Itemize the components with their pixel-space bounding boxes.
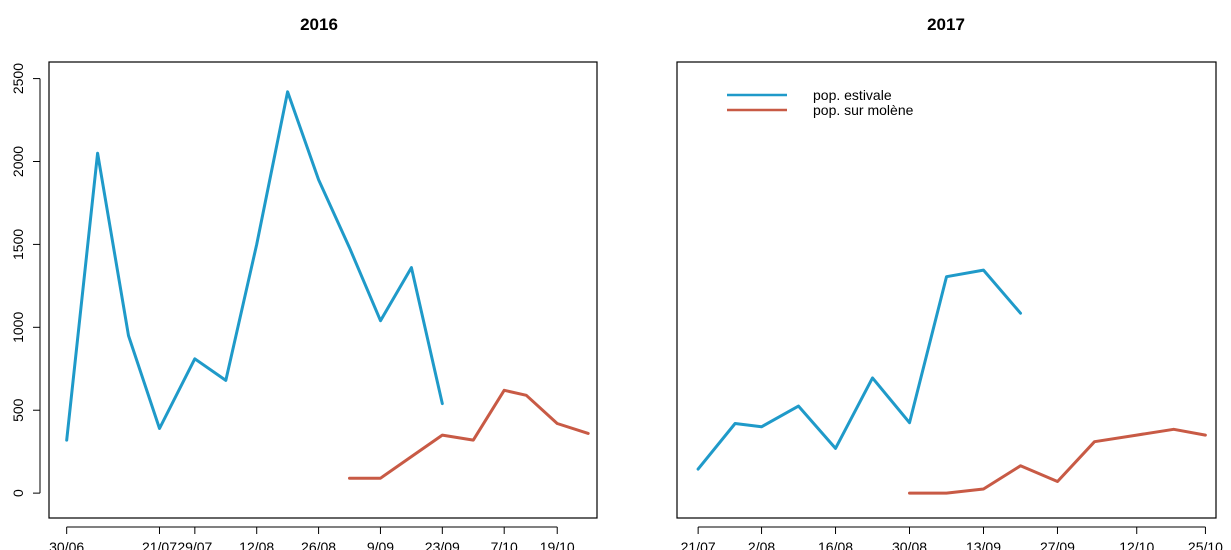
series-line-estivale <box>696 268 1022 471</box>
x-tick-label: 9/09 <box>367 539 394 550</box>
x-tick-label: 21/07 <box>681 539 716 550</box>
y-tick-label: 0 <box>10 489 26 497</box>
series-group-2016 <box>65 90 590 480</box>
x-tick-label: 27/09 <box>1040 539 1075 550</box>
series-line-estivale <box>65 90 444 442</box>
plot-frame-2016 <box>48 61 598 519</box>
panel-2016: 2016 0 500 1000 1500 2000 2500 30/06 21/07 29/0… <box>10 15 598 550</box>
x-tick-label: 21/07 <box>142 539 177 550</box>
x-tick-label: 23/09 <box>425 539 460 550</box>
x-tick-label: 19/10 <box>540 539 575 550</box>
y-axis-2016: 0 500 1000 1500 2000 2500 <box>10 63 41 497</box>
x-tick-label: 12/08 <box>239 539 274 550</box>
legend-label-molene: pop. sur molène <box>813 102 914 118</box>
legend-2017: pop. estivale pop. sur molène <box>727 87 914 118</box>
x-tick-label: 30/06 <box>49 539 84 550</box>
series-line-molene <box>908 427 1207 495</box>
x-tick-label: 13/09 <box>966 539 1001 550</box>
x-tick-label: 30/08 <box>892 539 927 550</box>
plot-frame-2017 <box>676 61 1217 519</box>
x-axis-2017: 21/07 2/08 16/08 30/08 13/09 27/09 12/10 25/10 <box>681 526 1223 550</box>
x-tick-label: 7/10 <box>491 539 518 550</box>
x-tick-label: 25/10 <box>1188 539 1223 550</box>
chart-title-2016: 2016 <box>300 15 338 34</box>
chart-title-2017: 2017 <box>927 15 965 34</box>
x-tick-label: 12/10 <box>1119 539 1154 550</box>
x-axis-2016: 30/06 21/07 29/07 12/08 26/08 9/09 23/09 7/10 19… <box>49 526 575 550</box>
y-tick-label: 1500 <box>10 229 26 260</box>
panel-2017: 2017 21/07 2/08 16/08 30/08 13/09 27/09 12/10 2… <box>676 15 1223 550</box>
x-tick-label: 16/08 <box>818 539 853 550</box>
y-tick-label: 2000 <box>10 146 26 177</box>
x-tick-label: 29/07 <box>177 539 212 550</box>
y-tick-label: 500 <box>10 398 26 422</box>
series-group-2017 <box>696 268 1207 495</box>
y-tick-label: 2500 <box>10 63 26 94</box>
x-tick-label: 2/08 <box>748 539 775 550</box>
x-tick-label: 26/08 <box>301 539 336 550</box>
series-line-molene <box>348 388 590 480</box>
y-tick-label: 1000 <box>10 312 26 343</box>
legend-label-estivale: pop. estivale <box>813 87 892 103</box>
